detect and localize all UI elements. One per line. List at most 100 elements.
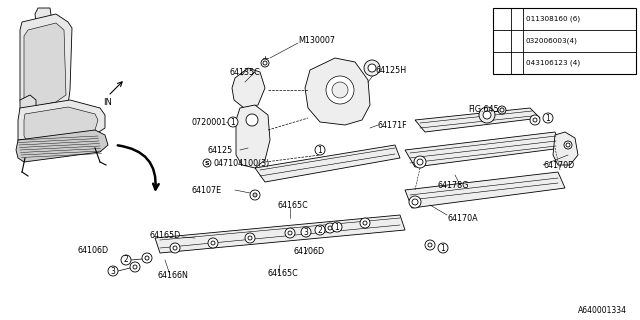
Circle shape [145,256,149,260]
Bar [493,8,636,74]
Circle shape [328,226,332,230]
Text: 011308160 (6): 011308160 (6) [526,16,580,22]
Circle shape [246,114,258,126]
Circle shape [513,14,522,23]
Text: S: S [205,161,209,165]
Circle shape [263,61,267,65]
Circle shape [425,240,435,250]
Circle shape [245,233,255,243]
Text: 2: 2 [500,38,504,44]
Text: W: W [513,38,520,44]
Circle shape [497,36,508,46]
Text: 64135C: 64135C [230,68,260,76]
Circle shape [253,193,257,197]
Text: 64170A: 64170A [447,213,477,222]
Text: 64106D: 64106D [293,246,324,255]
Polygon shape [305,58,370,125]
Text: 64107E: 64107E [192,186,222,195]
Text: 3: 3 [111,267,115,276]
Circle shape [498,106,506,114]
Circle shape [133,265,137,269]
FancyArrowPatch shape [118,145,159,189]
Text: 0720001: 0720001 [192,117,227,126]
Polygon shape [20,95,36,115]
Text: 64125H: 64125H [375,66,406,75]
Text: 032006003(4): 032006003(4) [526,38,578,44]
Polygon shape [553,132,578,165]
Text: 1: 1 [230,117,236,126]
Polygon shape [155,215,405,253]
Text: IN: IN [103,98,112,107]
Text: 64166N: 64166N [157,270,188,279]
Circle shape [142,253,152,263]
Text: B: B [515,17,520,21]
Circle shape [543,113,553,123]
Circle shape [130,262,140,272]
Text: 2: 2 [124,255,129,265]
Circle shape [211,241,215,245]
Text: 64106D: 64106D [78,245,109,254]
Polygon shape [405,172,565,208]
Circle shape [533,118,537,122]
Text: 1: 1 [317,146,323,155]
Text: 3: 3 [303,228,308,236]
Circle shape [326,76,354,104]
Circle shape [301,227,311,237]
Text: 043106123 (4): 043106123 (4) [526,60,580,66]
Text: FIG.645: FIG.645 [468,105,499,114]
Text: S: S [515,60,519,66]
Circle shape [564,141,572,149]
Circle shape [261,59,269,67]
Circle shape [363,221,367,225]
Circle shape [409,196,421,208]
Circle shape [228,117,238,127]
Circle shape [121,255,131,265]
Circle shape [315,145,325,155]
Circle shape [288,231,292,235]
Polygon shape [20,14,72,115]
Text: 64165C: 64165C [267,268,298,277]
Text: 1: 1 [546,114,550,123]
Circle shape [566,143,570,147]
Circle shape [173,246,177,250]
Text: 64171F: 64171F [378,121,408,130]
Circle shape [332,222,342,232]
Circle shape [315,225,325,235]
Circle shape [438,243,448,253]
Circle shape [479,107,495,123]
Polygon shape [16,130,108,162]
Text: 3: 3 [500,60,504,66]
Text: 64165C: 64165C [277,201,308,210]
Circle shape [332,82,348,98]
Circle shape [364,60,380,76]
Circle shape [513,59,522,68]
Polygon shape [415,108,540,132]
Polygon shape [405,132,562,167]
Circle shape [417,159,423,165]
Circle shape [500,108,504,112]
Text: 64178G: 64178G [438,180,469,189]
Polygon shape [24,23,66,108]
Polygon shape [24,107,98,143]
Circle shape [170,243,180,253]
Text: 64165D: 64165D [150,230,181,239]
Circle shape [250,190,260,200]
Circle shape [325,223,335,233]
Text: 1: 1 [500,16,504,22]
Circle shape [208,238,218,248]
Circle shape [530,115,540,125]
Text: 1: 1 [335,222,339,231]
Polygon shape [35,8,52,26]
Circle shape [483,111,491,119]
Polygon shape [236,105,270,168]
Text: 64125: 64125 [208,146,233,155]
Circle shape [513,36,522,45]
Circle shape [203,159,211,167]
Circle shape [368,64,376,72]
Text: 64170D: 64170D [543,161,574,170]
Text: 2: 2 [317,226,323,235]
Text: M130007: M130007 [298,36,335,44]
Polygon shape [18,100,105,148]
Circle shape [108,266,118,276]
Polygon shape [255,145,400,182]
